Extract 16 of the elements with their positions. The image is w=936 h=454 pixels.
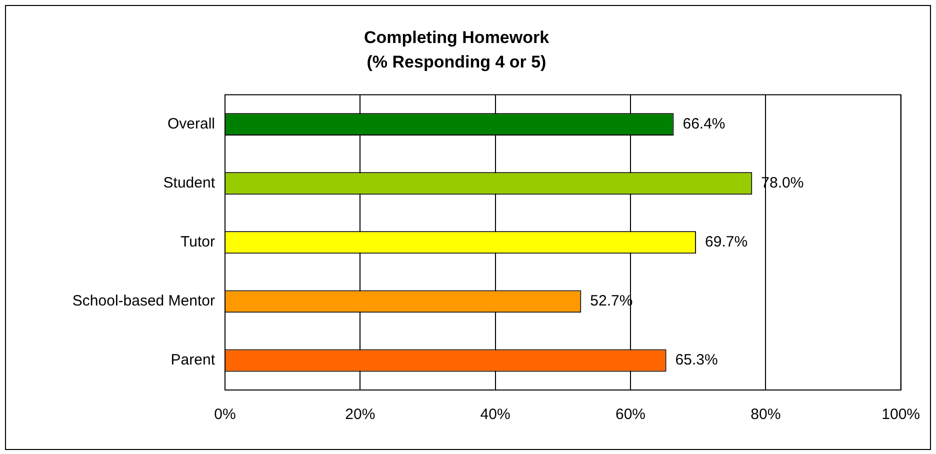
chart-title: Completing Homework <box>364 28 550 47</box>
y-tick-label: Parent <box>170 352 216 369</box>
x-tick-label: 60% <box>615 406 646 424</box>
x-tick-label: 40% <box>480 406 510 424</box>
y-tick-label: Overall <box>167 115 215 132</box>
x-tick-label: 20% <box>345 406 376 424</box>
chart-subtitle: (% Responding 4 or 5) <box>366 52 546 72</box>
y-tick-label: Student <box>163 174 216 192</box>
x-tick-label: 0% <box>214 406 236 424</box>
x-tick-label: 100% <box>882 406 920 424</box>
data-label: 66.4% <box>682 115 726 132</box>
data-label: 65.3% <box>675 352 718 369</box>
y-tick-label: School-based Mentor <box>72 292 215 310</box>
data-label: 69.7% <box>705 234 748 251</box>
y-tick-label: Tutor <box>180 234 216 251</box>
x-tick-label: 80% <box>750 406 781 424</box>
